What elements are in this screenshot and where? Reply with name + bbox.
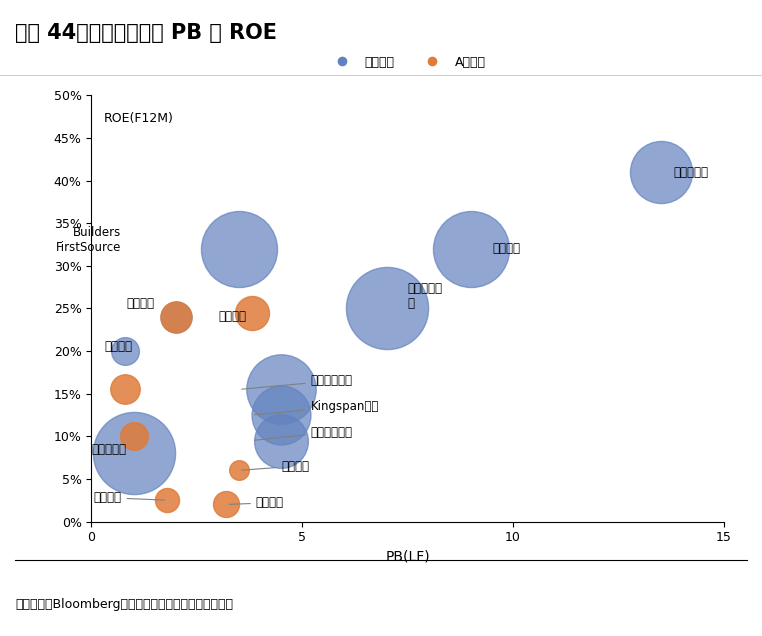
Text: Builders
FirstSource: Builders FirstSource <box>56 226 121 254</box>
Point <box>170 312 182 322</box>
Text: 吉博力集团: 吉博力集团 <box>674 165 709 179</box>
Point <box>127 431 139 441</box>
Point <box>119 346 131 356</box>
Text: 旗滨集团: 旗滨集团 <box>104 340 132 354</box>
Point <box>275 384 287 394</box>
Text: 资料来源：Bloomberg，兴业证券经济与金融研究院整理: 资料来源：Bloomberg，兴业证券经济与金融研究院整理 <box>15 598 233 611</box>
Point <box>380 303 392 314</box>
Point <box>119 384 131 394</box>
Point <box>233 244 245 254</box>
Text: 坚朗五金: 坚朗五金 <box>94 491 165 504</box>
Point <box>233 466 245 476</box>
Point <box>275 410 287 420</box>
Text: 特灵科技: 特灵科技 <box>492 242 520 255</box>
Text: Kingspan集团: Kingspan集团 <box>255 400 379 415</box>
Point <box>465 244 477 254</box>
Point <box>162 495 174 505</box>
Point <box>220 499 232 509</box>
Text: 法国圣戈班: 法国圣戈班 <box>91 443 126 455</box>
Text: 申菱环境: 申菱环境 <box>242 460 309 473</box>
Point <box>245 308 258 318</box>
Text: 北新建材: 北新建材 <box>126 297 155 310</box>
Point <box>127 448 139 459</box>
X-axis label: PB(LF): PB(LF) <box>386 550 430 563</box>
Text: 大金工业: 大金工业 <box>229 496 284 509</box>
Point <box>275 436 287 446</box>
Text: 亚萨合莱集团: 亚萨合莱集团 <box>242 375 353 389</box>
Point <box>170 312 182 322</box>
Text: 图表 44、建筑产品行业 PB 与 ROE: 图表 44、建筑产品行业 PB 与 ROE <box>15 23 277 43</box>
Point <box>655 167 667 177</box>
Legend: 建筑产品, A股龙头: 建筑产品, A股龙头 <box>325 50 491 74</box>
Text: 江森自控国际: 江森自控国际 <box>255 425 353 440</box>
Text: 伟星新材: 伟星新材 <box>218 310 246 324</box>
Text: 开利全球公
司: 开利全球公 司 <box>408 282 443 310</box>
Text: ROE(F12M): ROE(F12M) <box>104 113 174 125</box>
